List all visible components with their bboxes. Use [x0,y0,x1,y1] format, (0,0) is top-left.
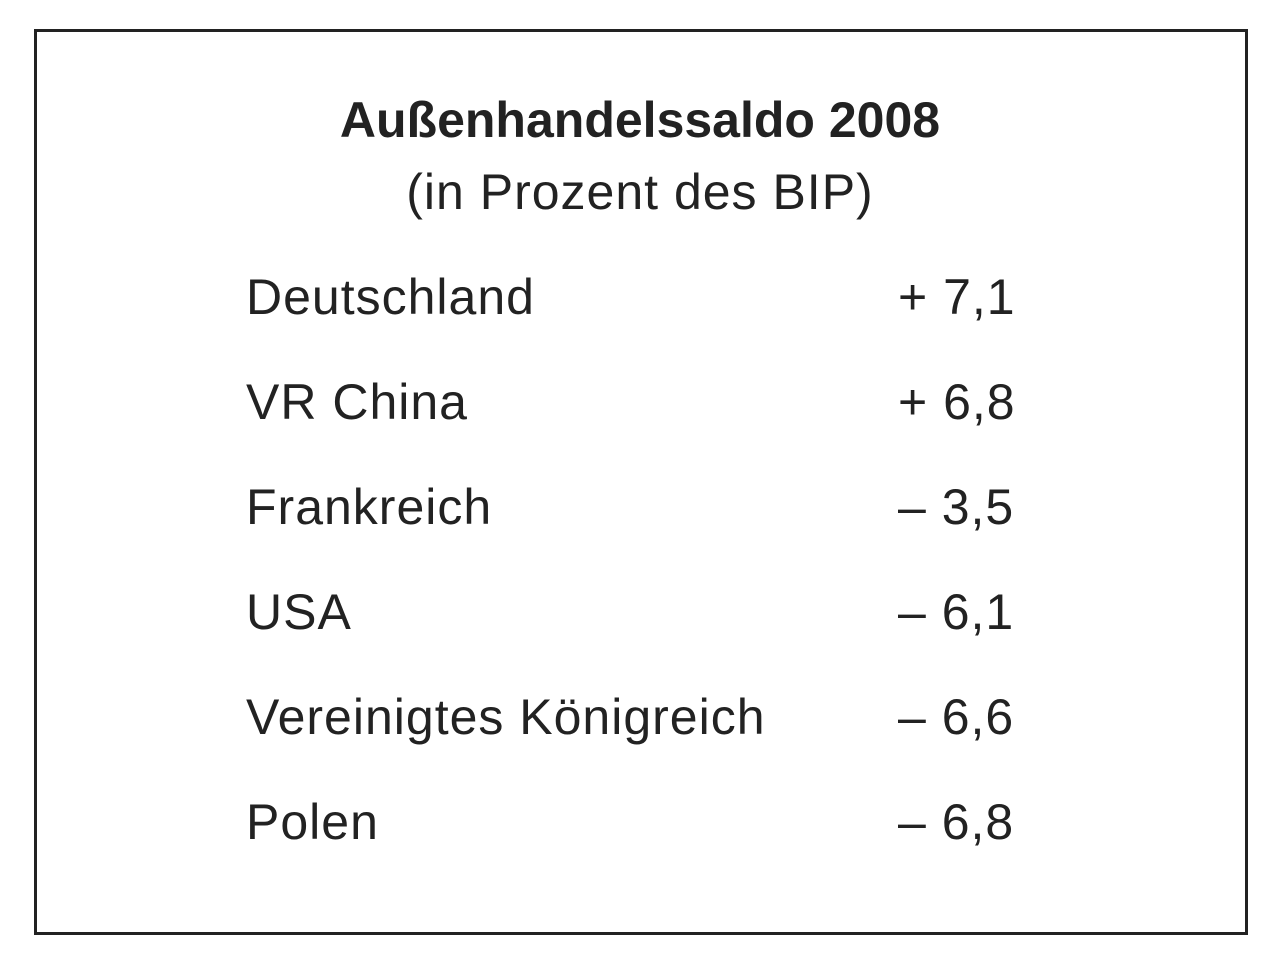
country-cell: Deutschland [246,269,535,325]
value-cell: + 7,1 [898,269,1016,325]
value-cell: – 6,6 [898,689,1015,745]
country-cell: Frankreich [246,479,493,535]
table-subtitle: (in Prozent des BIP) [406,164,874,220]
country-cell: VR China [246,374,468,430]
country-cell: USA [246,584,352,640]
value-cell: – 3,5 [898,479,1015,535]
value-cell: – 6,8 [898,794,1015,850]
country-cell: Polen [246,794,379,850]
table-title: Außenhandelssaldo 2008 [339,92,941,148]
table-frame [34,29,1248,935]
value-cell: – 6,1 [898,584,1015,640]
value-cell: + 6,8 [898,374,1016,430]
country-cell: Vereinigtes Königreich [246,689,766,745]
